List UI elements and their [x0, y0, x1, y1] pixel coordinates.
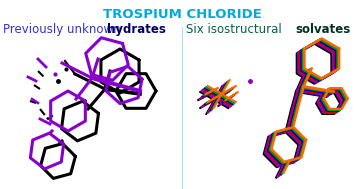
Text: hydrates: hydrates: [107, 23, 166, 36]
Text: Six isostructural: Six isostructural: [186, 23, 285, 36]
Text: TROSPIUM CHLORIDE: TROSPIUM CHLORIDE: [103, 8, 261, 21]
Text: solvates: solvates: [295, 23, 350, 36]
Text: Previously unknown: Previously unknown: [3, 23, 124, 36]
